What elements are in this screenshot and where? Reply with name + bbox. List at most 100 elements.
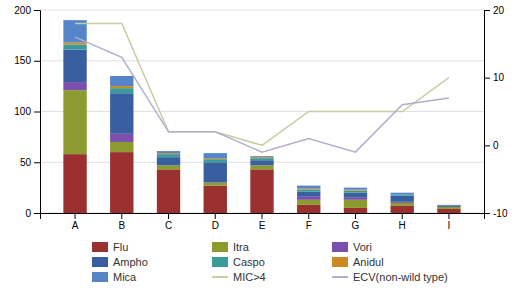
bar (391, 195, 414, 196)
bar (437, 205, 460, 206)
bar (250, 165, 273, 169)
tick: E (259, 213, 266, 231)
tick: H (399, 213, 406, 231)
legend-item: Anidul (332, 256, 384, 268)
axis-domain (41, 214, 485, 220)
tick-mark (448, 213, 449, 219)
legend-item: Mica (92, 271, 137, 283)
tick-label: E (259, 220, 266, 231)
bar (157, 157, 180, 165)
tick-label: A (72, 220, 79, 231)
chart: ABCDEFGHI050100150200-1001020FluItraVori… (0, 0, 520, 291)
tick-mark (168, 213, 169, 219)
bar-series (63, 20, 460, 206)
bar (437, 209, 460, 213)
tick-mark (34, 61, 40, 62)
legend-item: Flu (92, 241, 128, 253)
tick: F (306, 213, 312, 231)
bar (344, 190, 367, 191)
tick: -10 (484, 208, 508, 219)
legend-item: MIC>4 (212, 271, 266, 283)
bar (297, 189, 320, 190)
legend-label: Ampho (113, 256, 148, 268)
legend-item: Itra (212, 241, 250, 253)
tick-label: 0 (25, 208, 31, 219)
legend-swatch (332, 242, 348, 252)
bar (63, 154, 86, 213)
tick-mark (484, 145, 490, 146)
bar (344, 188, 367, 190)
legend-item: Vori (332, 241, 372, 253)
tick: A (72, 213, 79, 231)
bar (297, 190, 320, 192)
legend-swatch (92, 272, 108, 282)
legend-label: ECV(non-wild type) (353, 271, 448, 283)
tick-label: 100 (14, 106, 31, 117)
tick-mark (308, 213, 309, 219)
bar (204, 159, 227, 162)
bar (391, 196, 414, 202)
tick: 100 (14, 106, 40, 117)
bar (157, 165, 180, 169)
tick-label: 200 (14, 5, 31, 16)
y2-axis: -10 0 10 20 (484, 5, 508, 219)
tick-mark (34, 10, 40, 11)
bar (110, 76, 133, 86)
tick-mark (484, 213, 490, 214)
tick: C (165, 213, 172, 231)
tick-label: H (399, 220, 406, 231)
bar (437, 206, 460, 207)
tick: 50 (20, 157, 40, 168)
legend-label: Flu (113, 241, 128, 253)
legend-swatch (212, 276, 228, 278)
legend-label: MIC>4 (233, 271, 266, 283)
bar-series (63, 42, 367, 190)
legend-label: Itra (233, 241, 250, 253)
bar (250, 158, 273, 160)
legend-swatch (212, 257, 228, 267)
bar (110, 134, 133, 142)
tick-mark (75, 213, 76, 219)
bar (297, 200, 320, 205)
bar (391, 193, 414, 195)
bar (297, 186, 320, 189)
grid-line (40, 111, 484, 112)
tick-mark (402, 213, 403, 219)
tick-label: 10 (493, 72, 505, 83)
grid-line (40, 60, 484, 61)
bar (204, 153, 227, 158)
legend-item: Caspo (212, 256, 265, 268)
line (75, 37, 449, 152)
bar (157, 153, 180, 154)
bar (250, 156, 273, 157)
tick: 0 (484, 140, 499, 151)
bar (63, 50, 86, 82)
bar (63, 45, 86, 50)
bar (297, 192, 320, 197)
line (75, 24, 449, 146)
bar (250, 160, 273, 165)
tick-mark (484, 10, 490, 11)
bar (157, 154, 180, 157)
tick-mark (34, 162, 40, 163)
bar (110, 86, 133, 88)
tick: 0 (25, 208, 40, 219)
legend-swatch (212, 242, 228, 252)
bar (250, 169, 273, 213)
tick-label: F (306, 220, 312, 231)
bar (63, 82, 86, 90)
plot: ABCDEFGHI050100150200-1001020 (14, 5, 508, 231)
tick: 10 (484, 72, 505, 83)
legend-label: Caspo (233, 256, 265, 268)
bar (344, 198, 367, 200)
grid (40, 10, 484, 213)
tick-mark (262, 213, 263, 219)
tick-label: 20 (493, 5, 505, 16)
marks (63, 20, 460, 213)
tick: 150 (14, 55, 40, 66)
bar (344, 200, 367, 208)
legend-swatch (92, 257, 108, 267)
bar (157, 151, 180, 153)
tick-label: B (118, 220, 125, 231)
bar (437, 207, 460, 209)
